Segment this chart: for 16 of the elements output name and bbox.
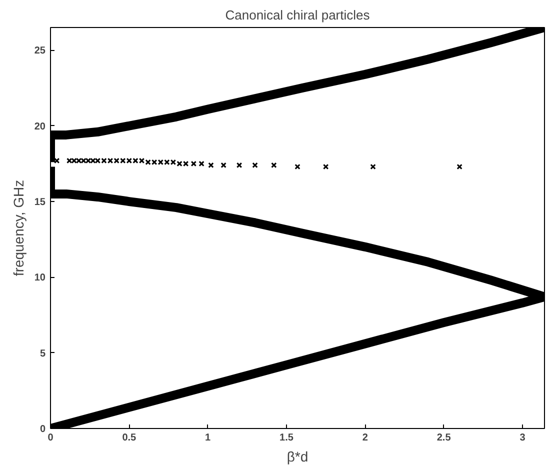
- x-tick-label: 0.5: [122, 432, 137, 444]
- y-axis-title: frequency, GHz: [10, 180, 26, 276]
- x-tick-label: 1: [205, 432, 212, 444]
- chart-title: Canonical chiral particles: [225, 8, 370, 22]
- y-tick-label: 0: [40, 424, 46, 435]
- y-tick-label: 20: [34, 121, 46, 132]
- x-tick-label: 0: [48, 432, 54, 444]
- y-tick-label: 5: [40, 348, 46, 360]
- y-tick-label: 25: [34, 46, 46, 57]
- x-tick-label: 3: [520, 432, 526, 444]
- x-tick-label: 2.5: [436, 432, 452, 444]
- y-tick-label: 10: [34, 272, 46, 284]
- x-tick-label: 2: [362, 432, 368, 444]
- x-tick-label: 1.5: [280, 432, 294, 444]
- x-axis-title: β*d: [286, 448, 308, 464]
- y-tick-label: 15: [34, 197, 46, 208]
